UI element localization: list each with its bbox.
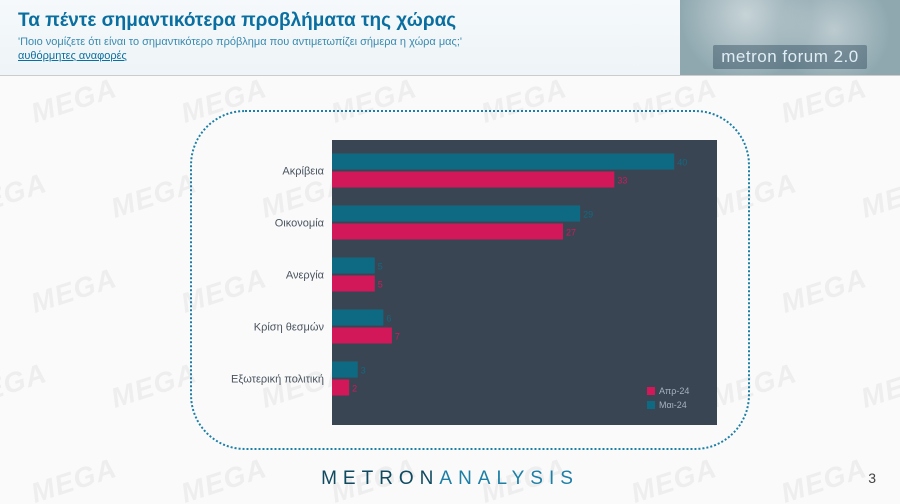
footer-brand: METRONANALYSIS: [0, 468, 900, 490]
page-number: 3: [868, 470, 876, 486]
svg-text:Εξωτερική πολιτική: Εξωτερική πολιτική: [231, 374, 324, 386]
page-title: Τα πέντε σημαντικότερα προβλήματα της χώ…: [18, 10, 666, 32]
header-logo: metron forum 2.0: [680, 0, 900, 75]
svg-text:Απρ-24: Απρ-24: [659, 386, 689, 396]
svg-text:Μαι-24: Μαι-24: [659, 400, 687, 410]
svg-text:Ανεργία: Ανεργία: [286, 270, 325, 282]
svg-text:5: 5: [378, 262, 383, 272]
page-subtitle: 'Ποιο νομίζετε ότι είναι το σημαντικότερ…: [18, 36, 666, 48]
page-subnote: αυθόρμητες αναφορές: [18, 50, 666, 62]
svg-text:Κρίση θεσμών: Κρίση θεσμών: [254, 322, 325, 334]
svg-text:2: 2: [352, 384, 357, 394]
header: Τα πέντε σημαντικότερα προβλήματα της χώ…: [0, 0, 900, 76]
footer-brand-b: ANALYSIS: [439, 468, 579, 489]
svg-text:3: 3: [361, 366, 366, 376]
svg-text:40: 40: [677, 158, 687, 168]
header-text-block: Τα πέντε σημαντικότερα προβλήματα της χώ…: [0, 0, 680, 75]
footer-brand-a: METRON: [321, 468, 439, 489]
bar-chart: 40 33 Ακρίβεια 29 27 Οικονομία 5 5 Ανεργία 67 Κρίσ…: [222, 140, 722, 425]
chart-container: 40 33 Ακρίβεια 29 27 Οικονομία 5 5 Ανεργία 67 Κρίσ…: [190, 110, 750, 450]
svg-text:7: 7: [395, 332, 400, 342]
header-logo-text: metron forum 2.0: [713, 45, 866, 69]
svg-text:29: 29: [583, 210, 593, 220]
svg-text:33: 33: [617, 176, 627, 186]
svg-text:Οικονομία: Οικονομία: [275, 218, 325, 230]
svg-text:27: 27: [566, 228, 576, 238]
svg-text:Ακρίβεια: Ακρίβεια: [282, 166, 324, 178]
svg-text:5: 5: [378, 280, 383, 290]
svg-text:6: 6: [386, 314, 391, 324]
